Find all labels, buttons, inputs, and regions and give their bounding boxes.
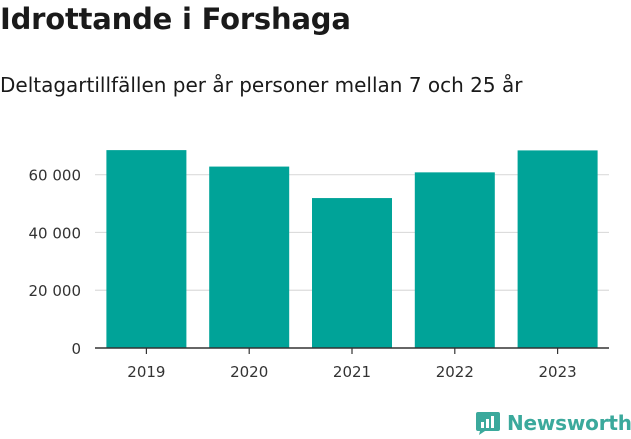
chart-subtitle: Deltagartillfällen per år personer mella… bbox=[0, 73, 523, 97]
bar bbox=[209, 166, 290, 348]
y-tick-label: 20 000 bbox=[29, 282, 82, 300]
bar bbox=[312, 198, 392, 348]
y-tick-label: 0 bbox=[71, 340, 81, 358]
brand-name: Newsworthy bbox=[507, 411, 631, 435]
x-tick-label: 2022 bbox=[436, 363, 474, 381]
chart-title: Idrottande i Forshaga bbox=[0, 2, 351, 36]
x-tick-label: 2021 bbox=[333, 363, 371, 381]
y-tick-label: 60 000 bbox=[29, 167, 82, 185]
bar bbox=[414, 172, 495, 348]
x-tick-label: 2020 bbox=[230, 363, 268, 381]
newsworthy-logo-icon bbox=[476, 412, 500, 435]
x-tick-label: 2023 bbox=[539, 363, 577, 381]
bar bbox=[106, 150, 187, 348]
bar bbox=[517, 150, 598, 348]
newsworthy-brand: Newsworthy bbox=[475, 408, 631, 438]
y-tick-label: 40 000 bbox=[29, 224, 82, 242]
x-tick-label: 2019 bbox=[127, 363, 165, 381]
